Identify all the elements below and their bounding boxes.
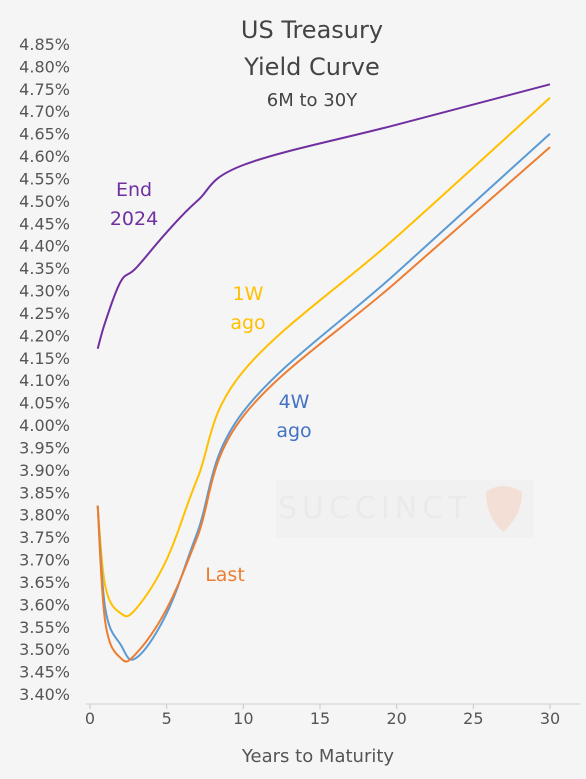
- y-tick-label: 4.55%: [19, 169, 70, 188]
- series-label-end-2024-line-2: 2024: [110, 208, 158, 230]
- watermark-background: [276, 480, 534, 538]
- y-axis-ticks: 3.40% 3.45% 3.50% 3.55% 3.60% 3.65% 3.70% 3.75%…: [19, 35, 70, 704]
- x-tick-label: 30: [540, 709, 560, 728]
- series-label-1w-ago-line-1: 1W: [233, 283, 264, 305]
- y-tick-label: 4.30%: [19, 282, 70, 301]
- y-tick-label: 4.60%: [19, 147, 70, 166]
- chart-title: US Treasury Yield Curve 6M to 30Y: [241, 16, 383, 111]
- series-line-0: [96, 83, 551, 350]
- x-axis-ticks: 0 5 10 15 20 25 30: [85, 704, 560, 728]
- series-label-last: Last: [205, 564, 245, 586]
- series-line-2: [96, 132, 551, 661]
- y-tick-label: 3.45%: [19, 663, 70, 682]
- chart-subtitle: 6M to 30Y: [267, 90, 358, 111]
- y-tick-label: 3.55%: [19, 618, 70, 637]
- series-label-4w-ago-line-2: ago: [276, 420, 311, 442]
- y-tick-label: 4.70%: [19, 102, 70, 121]
- y-tick-label: 4.75%: [19, 80, 70, 99]
- y-tick-label: 4.35%: [19, 259, 70, 278]
- series-labels: End 2024 1W ago 4W ago Last: [110, 179, 312, 586]
- series-label-4w-ago-line-1: 4W: [279, 391, 310, 413]
- y-tick-label: 4.05%: [19, 394, 70, 413]
- x-axis-label: Years to Maturity: [241, 746, 394, 767]
- y-tick-label: 3.80%: [19, 506, 70, 525]
- y-tick-label: 4.25%: [19, 304, 70, 323]
- series-label-end-2024-line-1: End: [116, 179, 152, 201]
- y-tick-label: 3.60%: [19, 595, 70, 614]
- title-line-2: Yield Curve: [243, 53, 380, 81]
- y-tick-label: 4.85%: [19, 35, 70, 54]
- y-tick-label: 3.85%: [19, 483, 70, 502]
- y-tick-label: 4.10%: [19, 371, 70, 390]
- watermark: SUCCINCT: [276, 480, 534, 538]
- y-tick-label: 4.45%: [19, 214, 70, 233]
- y-tick-label: 4.15%: [19, 349, 70, 368]
- series-label-1w-ago-line-2: ago: [230, 312, 265, 334]
- y-tick-label: 3.90%: [19, 461, 70, 480]
- y-tick-label: 4.65%: [19, 125, 70, 144]
- series-line-1: [96, 97, 551, 618]
- y-tick-label: 4.00%: [19, 416, 70, 435]
- y-tick-label: 3.75%: [19, 528, 70, 547]
- y-tick-label: 4.20%: [19, 326, 70, 345]
- watermark-text: SUCCINCT: [278, 491, 471, 526]
- y-tick-label: 3.40%: [19, 685, 70, 704]
- y-tick-label: 4.50%: [19, 192, 70, 211]
- y-tick-label: 3.65%: [19, 573, 70, 592]
- series-lines: [96, 83, 551, 663]
- x-tick-label: 0: [85, 709, 95, 728]
- y-tick-label: 4.40%: [19, 237, 70, 256]
- x-tick-label: 25: [463, 709, 483, 728]
- x-tick-label: 15: [310, 709, 330, 728]
- watermark-shield-icon: [486, 486, 522, 532]
- y-tick-label: 4.80%: [19, 57, 70, 76]
- title-line-1: US Treasury: [241, 16, 383, 44]
- series-line-3: [96, 146, 551, 663]
- x-tick-label: 20: [386, 709, 406, 728]
- y-tick-label: 3.70%: [19, 551, 70, 570]
- y-tick-label: 3.95%: [19, 438, 70, 457]
- x-tick-label: 5: [162, 709, 172, 728]
- y-tick-label: 3.50%: [19, 640, 70, 659]
- x-tick-label: 10: [233, 709, 253, 728]
